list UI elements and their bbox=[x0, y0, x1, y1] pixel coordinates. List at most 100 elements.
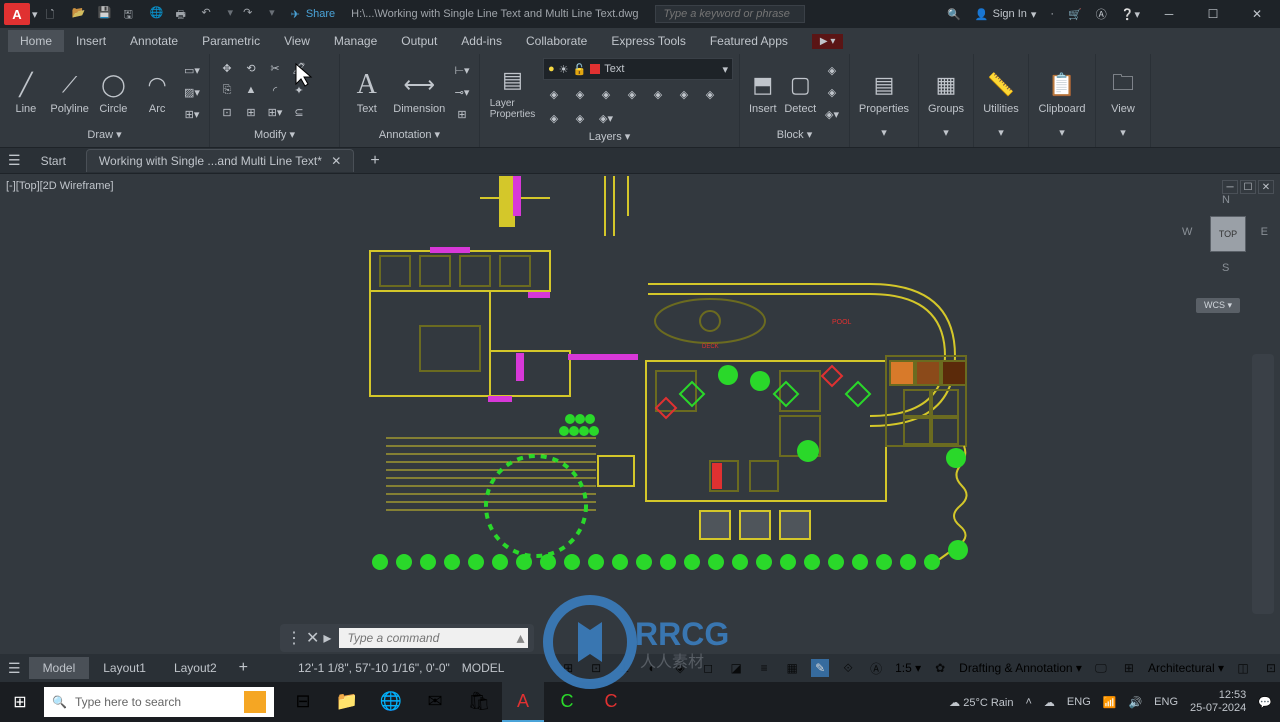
explorer-icon[interactable]: 📁 bbox=[326, 682, 368, 722]
dim-icon[interactable]: ⊞▾ bbox=[181, 104, 203, 124]
undo-icon[interactable]: ↶ bbox=[202, 6, 218, 22]
menu-view[interactable]: View bbox=[272, 30, 322, 52]
tray-clock[interactable]: 12:53 25-07-2024 bbox=[1190, 689, 1246, 715]
help-icon[interactable]: ❔▾ bbox=[1121, 8, 1140, 21]
circle-button[interactable]: ◯Circle bbox=[94, 58, 134, 124]
layer-i7[interactable]: ◈ bbox=[699, 84, 721, 104]
layout-model[interactable]: Model bbox=[29, 657, 90, 679]
arc-button[interactable]: ◠Arc bbox=[137, 58, 177, 124]
mail-icon[interactable]: ✉ bbox=[414, 682, 456, 722]
sb-arch-icon[interactable]: ⊞ bbox=[1120, 659, 1138, 677]
search-icon[interactable]: 🔍 bbox=[947, 8, 961, 21]
vp-min-icon[interactable]: ─ bbox=[1222, 180, 1238, 194]
a-icon[interactable]: Ⓐ bbox=[1096, 6, 1107, 22]
stretch-icon[interactable]: ⊡ bbox=[216, 102, 238, 122]
vp-max-icon[interactable]: ☐ bbox=[1240, 180, 1256, 194]
offset-icon[interactable]: ⊆ bbox=[288, 102, 310, 122]
store-icon[interactable]: 🛍 bbox=[458, 682, 500, 722]
properties-button[interactable]: ▤Properties bbox=[856, 58, 912, 124]
autodesk-icon[interactable]: · bbox=[1050, 8, 1054, 20]
layout-1[interactable]: Layout1 bbox=[89, 657, 160, 679]
wcs-label[interactable]: WCS ▾ bbox=[1196, 298, 1240, 313]
tray-up-icon[interactable]: ˄ bbox=[1025, 696, 1031, 708]
view-button[interactable]: 🗀View bbox=[1102, 58, 1144, 124]
sb-workspace[interactable]: Drafting & Annotation ▾ bbox=[959, 661, 1082, 675]
maximize-button[interactable]: ☐ bbox=[1198, 0, 1228, 28]
tray-vol-icon[interactable]: 🔊 bbox=[1128, 696, 1142, 709]
layer-properties-button[interactable]: ▤LayerProperties bbox=[486, 58, 539, 124]
sb-mon-icon[interactable]: 🖵 bbox=[1092, 659, 1110, 677]
plot-icon[interactable]: 🖶 bbox=[176, 6, 192, 22]
sb-sc-icon[interactable]: ⟐ bbox=[839, 659, 857, 677]
menu-addins[interactable]: Add-ins bbox=[449, 30, 514, 52]
taskbar-search[interactable]: 🔍 Type here to search bbox=[44, 687, 274, 717]
layer-i6[interactable]: ◈ bbox=[673, 84, 695, 104]
layer-i9[interactable]: ◈ bbox=[569, 108, 591, 128]
menu-featured[interactable]: Featured Apps bbox=[698, 30, 800, 52]
panel-layers[interactable]: Layers ▾ bbox=[486, 128, 733, 145]
command-line[interactable]: ⋮ ✕ ▸ ▴ bbox=[280, 624, 534, 652]
tab-close-icon[interactable]: ✕ bbox=[331, 154, 341, 168]
edge-icon[interactable]: 🌐 bbox=[370, 682, 412, 722]
layer-i10[interactable]: ◈▾ bbox=[595, 108, 617, 128]
share-button[interactable]: ✈ Share bbox=[291, 8, 336, 21]
fillet-icon[interactable]: ◜ bbox=[264, 80, 286, 100]
menu-home[interactable]: Home bbox=[8, 30, 64, 52]
table-icon[interactable]: ⊞ bbox=[451, 104, 473, 124]
nav-bar[interactable] bbox=[1252, 354, 1274, 614]
viewport-label[interactable]: [-][Top][2D Wireframe] bbox=[6, 180, 114, 192]
tray-lang2[interactable]: ENG bbox=[1154, 696, 1178, 708]
save-icon[interactable]: 💾 bbox=[98, 6, 114, 22]
tray-wifi-icon[interactable]: 📶 bbox=[1103, 696, 1117, 709]
layer-i4[interactable]: ◈ bbox=[621, 84, 643, 104]
taskview-icon[interactable]: ⊟ bbox=[282, 682, 324, 722]
weather-widget[interactable]: ☁ 25°C Rain bbox=[949, 696, 1013, 709]
text-button[interactable]: AText bbox=[346, 58, 388, 124]
saveas-icon[interactable]: 🖫 bbox=[124, 6, 140, 22]
cmd-toggle-icon[interactable]: ⋮ bbox=[286, 628, 302, 648]
rect-icon[interactable]: ▭▾ bbox=[181, 60, 203, 80]
menu-annotate[interactable]: Annotate bbox=[118, 30, 190, 52]
sb-arch[interactable]: Architectural ▾ bbox=[1148, 661, 1224, 675]
panel-modify[interactable]: Modify ▾ bbox=[216, 126, 333, 143]
dimension-button[interactable]: ⟷Dimension bbox=[392, 58, 447, 124]
scale-icon[interactable]: ⊞ bbox=[240, 102, 262, 122]
hatch-icon[interactable]: ▨▾ bbox=[181, 82, 203, 102]
bi2[interactable]: ◈ bbox=[821, 82, 843, 102]
tab-document[interactable]: Working with Single ...and Multi Line Te… bbox=[86, 149, 354, 172]
layer-i8[interactable]: ◈ bbox=[543, 108, 565, 128]
erase-icon[interactable]: 🖊 bbox=[288, 58, 310, 78]
array-icon[interactable]: ⊞▾ bbox=[264, 102, 286, 122]
tab-start[interactable]: Start bbox=[29, 150, 78, 172]
redo-icon[interactable]: ↷ bbox=[243, 6, 259, 22]
rotate-icon[interactable]: ⟲ bbox=[240, 58, 262, 78]
menu-icon[interactable]: ☰ bbox=[8, 152, 21, 169]
layout-menu-icon[interactable]: ☰ bbox=[8, 660, 21, 677]
new-icon[interactable]: 🗋 bbox=[46, 6, 62, 22]
vp-close-icon[interactable]: ✕ bbox=[1258, 180, 1274, 194]
mleader-icon[interactable]: ⊸▾ bbox=[451, 82, 473, 102]
acad-taskbar-icon[interactable]: A bbox=[502, 682, 544, 722]
groups-button[interactable]: ▦Groups bbox=[925, 58, 967, 124]
layer-i3[interactable]: ◈ bbox=[595, 84, 617, 104]
command-input[interactable] bbox=[339, 628, 512, 648]
sb-an-icon[interactable]: Ⓐ bbox=[867, 659, 885, 677]
move-icon[interactable]: ✥ bbox=[216, 58, 238, 78]
menu-parametric[interactable]: Parametric bbox=[190, 30, 272, 52]
layout-add-icon[interactable]: + bbox=[239, 659, 248, 677]
status-model[interactable]: MODEL bbox=[462, 661, 505, 675]
trim-icon[interactable]: ✂ bbox=[264, 58, 286, 78]
close-button[interactable]: ✕ bbox=[1242, 0, 1272, 28]
polyline-button[interactable]: ⟋Polyline bbox=[50, 58, 90, 124]
sb-cust-icon[interactable]: ◫ bbox=[1234, 659, 1252, 677]
tab-add-icon[interactable]: + bbox=[370, 152, 379, 170]
bi1[interactable]: ◈ bbox=[821, 60, 843, 80]
viewcube[interactable]: N S E W TOP bbox=[1192, 198, 1264, 270]
drawing-canvas[interactable]: POOL DECK bbox=[350, 176, 990, 576]
cart-icon[interactable]: 🛒 bbox=[1068, 8, 1082, 21]
menu-output[interactable]: Output bbox=[389, 30, 449, 52]
layer-selector[interactable]: ●☀🔓 Text ▾ bbox=[543, 58, 733, 80]
panel-draw[interactable]: Draw ▾ bbox=[6, 126, 203, 143]
mirror-icon[interactable]: ▲ bbox=[240, 80, 262, 100]
tray-notif-icon[interactable]: 💬 bbox=[1258, 696, 1272, 709]
